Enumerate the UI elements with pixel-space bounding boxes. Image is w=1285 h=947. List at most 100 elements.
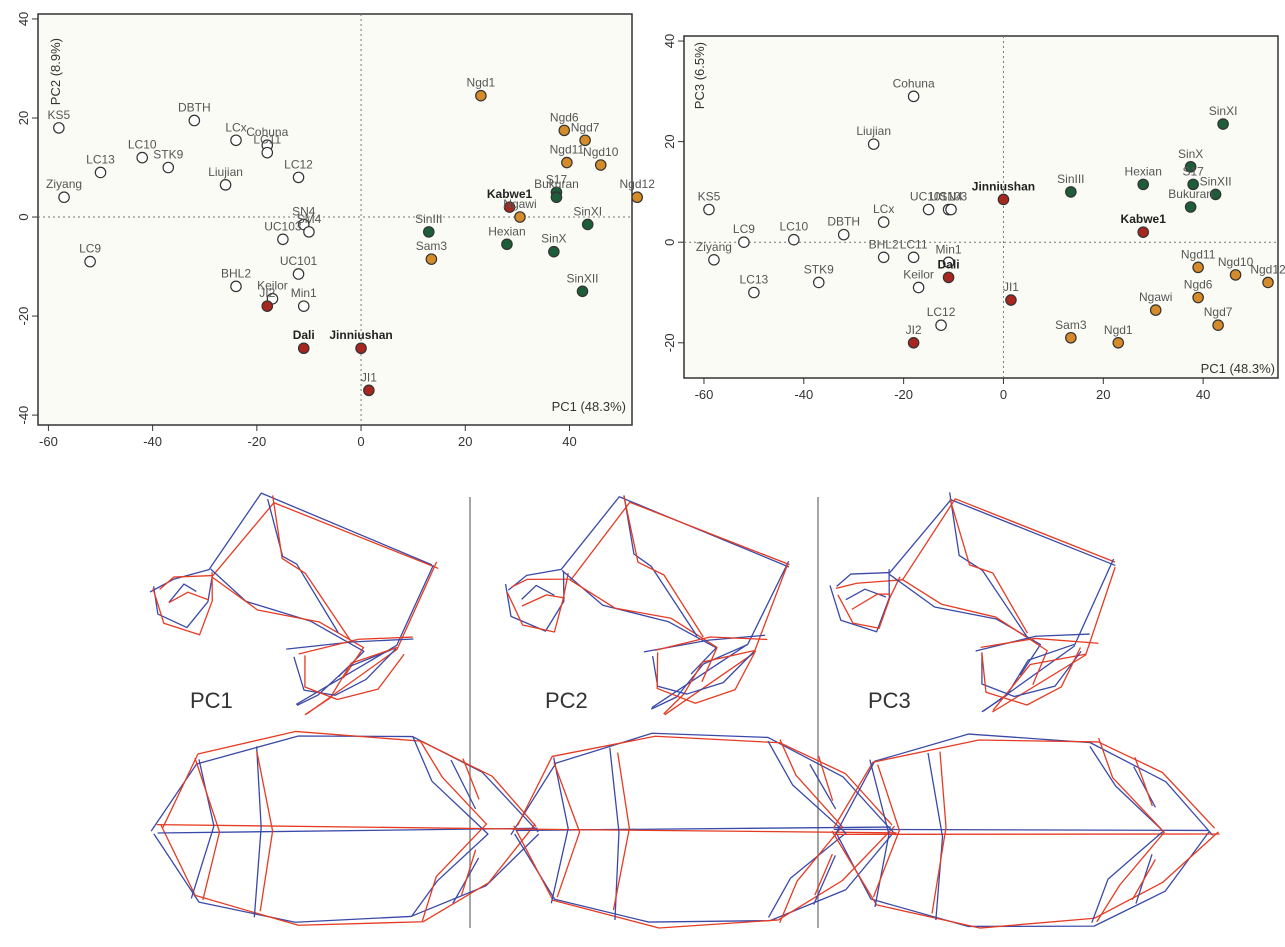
data-point-stk9 — [814, 277, 824, 287]
point-label: LC11 — [253, 133, 281, 147]
y-tick-label: 40 — [16, 12, 31, 26]
diagram-label-pc2: PC2 — [545, 688, 588, 713]
data-point-ngawi — [515, 212, 525, 222]
wireframe-line — [664, 651, 755, 714]
x-tick-label: -40 — [143, 434, 162, 449]
point-label: Ngawi — [1139, 290, 1172, 304]
wireframe-line — [838, 577, 900, 628]
wireframe-line — [976, 634, 1090, 651]
x-axis-label-pc1-right: PC1 (48.3%) — [1201, 361, 1275, 376]
wireframe-line — [296, 565, 433, 704]
point-label: Ziyang — [46, 177, 82, 191]
point-label: SinXI — [1209, 104, 1238, 118]
wireframe-line — [835, 734, 1213, 836]
point-label: DBTH — [827, 215, 860, 229]
wireframe-line — [830, 569, 889, 632]
point-label: Cohuna — [893, 76, 935, 90]
data-point-uc101 — [923, 204, 933, 214]
wireframe-line — [819, 756, 833, 801]
y-axis-label-pc2: PC2 (8.9%) — [48, 38, 63, 105]
point-label: LCx — [873, 202, 894, 216]
point-label: Ngd11 — [1181, 247, 1216, 261]
point-label: JI2 — [906, 323, 922, 337]
wireframe-line — [562, 570, 716, 674]
wireframe-line — [610, 748, 619, 920]
data-point-siniii — [424, 227, 434, 237]
data-point-lc11 — [908, 252, 918, 262]
point-label: Liujian — [208, 165, 243, 179]
point-label: JI1 — [1003, 280, 1019, 294]
data-point-liujian — [868, 139, 878, 149]
y-tick-label: 40 — [662, 34, 677, 48]
data-point-ngd10 — [1230, 270, 1240, 280]
y-tick-label: -40 — [16, 406, 31, 425]
point-label: SN4 — [939, 190, 963, 204]
data-point-ji1 — [1006, 295, 1016, 305]
point-label: Hexian — [488, 224, 525, 238]
point-label: LC9 — [733, 222, 755, 236]
y-axis-label-pc3: PC3 (6.5%) — [692, 42, 707, 109]
data-point-lc13 — [95, 167, 105, 177]
point-label: Bukuran — [1168, 187, 1213, 201]
point-label: SinX — [1178, 147, 1203, 161]
point-label: Kabwe1 — [1121, 212, 1167, 226]
x-tick-label: 0 — [1000, 387, 1007, 402]
data-point-lc12 — [936, 320, 946, 330]
data-point-ngd10 — [596, 160, 606, 170]
data-point-dbth — [189, 115, 199, 125]
wireframe-line — [163, 731, 536, 827]
data-point-lc10 — [137, 152, 147, 162]
wireframe-line — [268, 499, 339, 633]
data-point-sinx — [549, 246, 559, 256]
point-label: SinIII — [415, 212, 442, 226]
wireframe-line — [950, 499, 1027, 633]
y-tick-label: 0 — [16, 213, 31, 220]
wireframe-line — [463, 759, 479, 800]
x-tick-label: -40 — [794, 387, 813, 402]
x-tick-label: -60 — [695, 387, 714, 402]
data-point-bukuran — [551, 192, 561, 202]
wireframe-line — [506, 572, 564, 631]
x-tick-label: -60 — [39, 434, 58, 449]
data-point-uc101 — [293, 269, 303, 279]
point-label: LC12 — [927, 305, 956, 319]
data-point-bukuran — [1185, 202, 1195, 212]
data-point-kabwe1 — [1138, 227, 1148, 237]
point-label: UC101 — [280, 254, 318, 268]
diagram-label-pc1: PC1 — [190, 688, 233, 713]
data-point-sinxii — [577, 286, 587, 296]
y-tick-label: 20 — [662, 134, 677, 148]
point-label: LC13 — [740, 273, 769, 287]
data-point-ks5 — [54, 123, 64, 133]
point-label: SinXI — [573, 204, 602, 218]
data-point-sn4 — [946, 204, 956, 214]
x-tick-label: 20 — [458, 434, 472, 449]
wireframe-line — [873, 765, 899, 897]
data-point-uc103 — [278, 234, 288, 244]
data-point-sam3 — [1066, 333, 1076, 343]
point-label: KS5 — [698, 190, 721, 204]
wireframe-line — [507, 573, 568, 632]
data-point-lcx — [878, 217, 888, 227]
plot-area-pc2 — [38, 14, 632, 425]
wireframe-line — [624, 495, 697, 636]
data-point-sam3 — [426, 254, 436, 264]
wireframe-line — [211, 569, 364, 677]
data-point-ngd12 — [632, 192, 642, 202]
point-label: STK9 — [153, 148, 183, 162]
point-label: Hexian — [1125, 164, 1162, 178]
data-point-lc11 — [262, 147, 272, 157]
data-point-ngd6 — [1193, 292, 1203, 302]
data-point-ji2 — [262, 301, 272, 311]
wireframe-line — [836, 499, 1115, 589]
point-label: Sam3 — [416, 239, 448, 253]
point-label: Liujian — [856, 124, 891, 138]
point-label: Sam3 — [1055, 318, 1087, 332]
data-point-ks5 — [704, 204, 714, 214]
y-tick-label: 20 — [16, 111, 31, 125]
point-label: Ngd10 — [583, 145, 619, 159]
wireframe-line — [508, 497, 789, 590]
point-label: Jinniushan — [972, 179, 1035, 193]
point-label: Min1 — [291, 286, 317, 300]
